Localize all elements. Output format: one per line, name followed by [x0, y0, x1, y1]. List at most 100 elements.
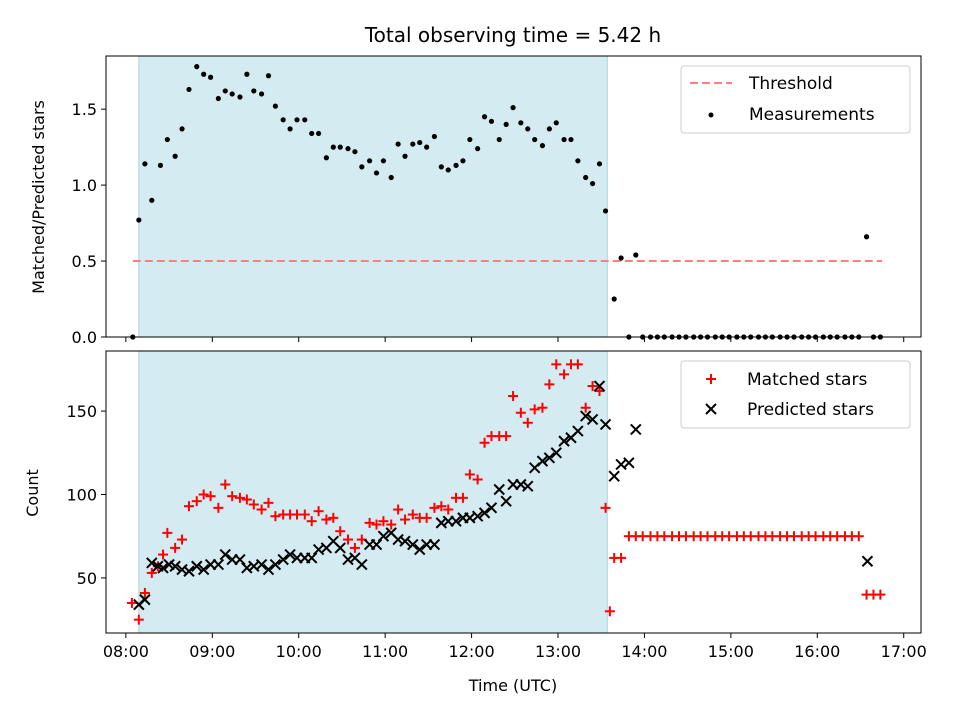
- measurement-point: [503, 121, 509, 127]
- predicted-point: [478, 507, 491, 519]
- measurement-point: [589, 180, 596, 187]
- matched-point: [580, 402, 591, 413]
- y-tick-label: 100: [66, 486, 97, 505]
- measurement-point: [237, 94, 243, 100]
- matched-point: [508, 391, 519, 402]
- predicted-point-b: [277, 553, 289, 566]
- observing-window-band: [138, 350, 608, 634]
- predicted-point-b: [500, 495, 512, 507]
- predicted-point: [861, 555, 874, 567]
- predicted-point: [197, 563, 210, 576]
- measurement-point: [380, 158, 387, 164]
- measurement-point: [388, 174, 394, 181]
- measurement-point: [431, 133, 438, 140]
- predicted-point-b: [342, 553, 354, 566]
- measurement-point: [359, 164, 365, 170]
- predicted-point: [399, 535, 411, 547]
- matched-point: [421, 512, 432, 523]
- measurement-point: [445, 167, 451, 173]
- matched-stars-series: [126, 359, 886, 625]
- measurement-point: [539, 143, 546, 149]
- x-tick-label: 10:00: [276, 642, 322, 661]
- matched-point: [162, 527, 173, 538]
- matched-point: [559, 369, 570, 380]
- measurement-point: [352, 149, 358, 155]
- predicted-point-b: [428, 538, 441, 551]
- matched-point: [616, 552, 627, 563]
- matched-point: [604, 606, 615, 617]
- predicted-point-b: [349, 552, 361, 564]
- predicted-point-b: [255, 558, 268, 571]
- predicted-point-b: [392, 533, 404, 546]
- predicted-point: [342, 553, 354, 566]
- predicted-point: [450, 515, 462, 527]
- measurement-point: [453, 162, 459, 168]
- count-x-axis-label: Time (UTC): [468, 676, 557, 695]
- measurement-point: [518, 120, 524, 126]
- predicted-point: [435, 517, 448, 529]
- x-tick-label: 15:00: [708, 642, 754, 661]
- matched-point: [220, 479, 231, 490]
- matched-point: [335, 526, 346, 537]
- predicted-stars-legend-swatch: [705, 403, 717, 415]
- figure-title: Total observing time = 5.42 h: [364, 23, 661, 47]
- measurement-point: [287, 126, 293, 132]
- predicted-point: [262, 563, 275, 576]
- matched-point: [393, 504, 404, 515]
- measurement-point: [309, 130, 315, 137]
- predicted-point: [176, 563, 188, 576]
- ratio-y-ticks: 0.0 0.5 1.0 1.5: [72, 100, 106, 347]
- predicted-point: [277, 553, 289, 566]
- predicted-point-b: [269, 558, 282, 571]
- matched-point: [170, 542, 181, 553]
- measurement-point: [272, 103, 278, 109]
- measurement-point: [244, 71, 250, 77]
- matched-point: [436, 501, 447, 512]
- measurement-point: [294, 117, 300, 123]
- measurement-point: [602, 208, 609, 214]
- predicted-point-b: [377, 530, 390, 542]
- measurement-point: [510, 105, 516, 111]
- count-y-ticks: 50 100 150: [66, 402, 106, 588]
- matched-point: [600, 502, 611, 513]
- predicted-point-b: [543, 452, 556, 464]
- predicted-point-b: [312, 543, 325, 556]
- matched-stars-legend-swatch: [706, 374, 716, 384]
- y-tick-label: 1.0: [72, 176, 97, 195]
- predicted-point-b: [861, 555, 874, 567]
- matched-point: [472, 474, 483, 485]
- measurements-legend-label: Measurements: [749, 105, 875, 125]
- matched-point: [177, 534, 188, 545]
- y-tick-label: 1.5: [72, 100, 97, 119]
- matched-point: [227, 491, 238, 502]
- matched-point: [378, 516, 389, 527]
- ratio-x-ticks: [125, 337, 905, 342]
- predicted-point-b: [522, 480, 534, 492]
- measurement-point: [424, 144, 430, 150]
- matched-stars-legend-label: Matched stars: [747, 370, 867, 390]
- measurement-point: [215, 95, 221, 102]
- predicted-point-b: [219, 548, 231, 561]
- y-tick-label: 50: [77, 569, 97, 588]
- measurement-point: [583, 174, 589, 181]
- matched-point: [875, 589, 886, 600]
- predicted-point-b: [262, 563, 275, 576]
- measurement-point: [546, 126, 552, 132]
- count-axes-frame: [105, 350, 922, 634]
- ratio-panel: 0.0 0.5 1.0 1.5 Matched/Predicted stars Thr…: [29, 55, 922, 347]
- matched-point: [349, 542, 360, 553]
- predicted-point-b: [615, 458, 627, 471]
- predicted-point: [579, 410, 592, 422]
- matched-point: [429, 502, 440, 513]
- predicted-point-b: [191, 560, 203, 572]
- count-panel: 08:00 09:00 10:00 11:00 12:00 13:00 14:00 15:00…: [23, 350, 927, 695]
- count-y-axis-label: Count: [23, 469, 42, 517]
- predicted-point: [599, 418, 612, 431]
- count-legend: Matched stars Predicted stars: [680, 360, 911, 429]
- predicted-point-b: [197, 563, 210, 576]
- observing-window-band: [138, 55, 608, 338]
- predicted-point: [139, 593, 151, 606]
- matched-point: [234, 492, 245, 503]
- measurement-point: [201, 71, 207, 77]
- measurement-point: [402, 153, 408, 159]
